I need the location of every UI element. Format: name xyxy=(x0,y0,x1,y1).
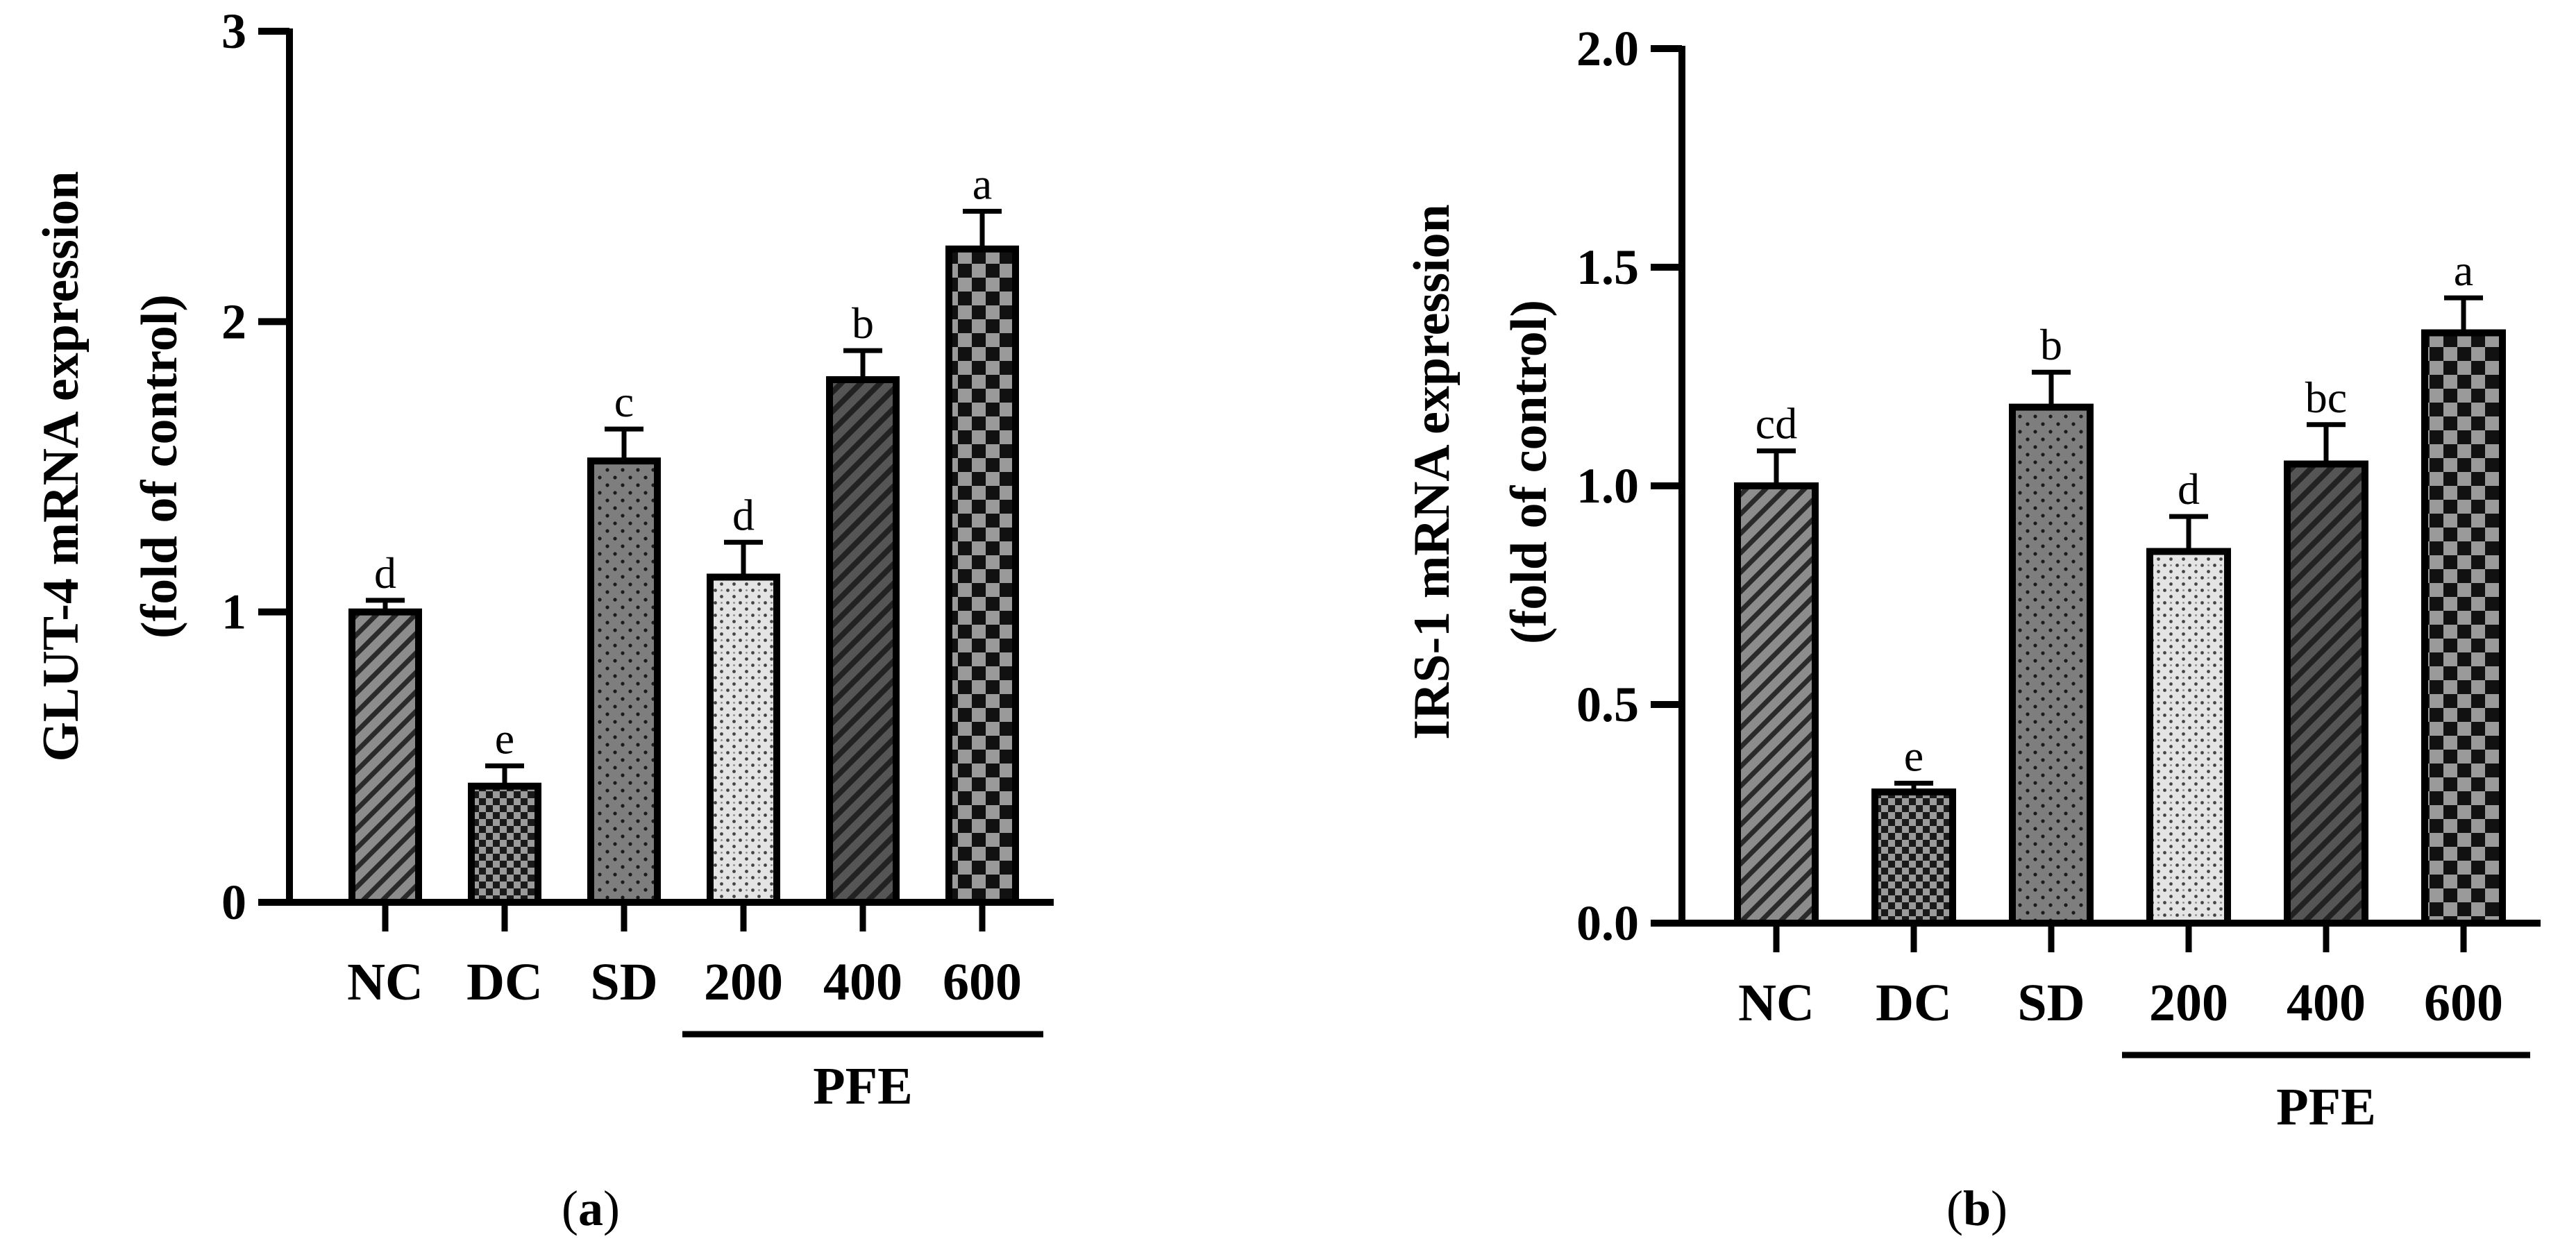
x-tick-label: 400 xyxy=(823,953,902,1011)
x-tick-label: 200 xyxy=(704,953,783,1011)
significance-label: d xyxy=(732,490,755,539)
significance-label: a xyxy=(2454,246,2473,295)
x-tick-label: 200 xyxy=(2149,974,2228,1032)
bar-600 xyxy=(945,245,1019,906)
bar-NC xyxy=(348,608,422,906)
bar-SD xyxy=(587,457,661,906)
bar-DC xyxy=(1871,788,1956,927)
significance-label: bc xyxy=(2305,373,2347,422)
panel-caption-letter: b xyxy=(1963,1181,1991,1236)
y-axis-title-line2: (fold of control) xyxy=(1501,300,1558,644)
y-tick-label: 3 xyxy=(221,3,246,59)
significance-label: c xyxy=(614,377,634,426)
x-tick-label: DC xyxy=(466,953,543,1011)
significance-label: d xyxy=(2178,464,2200,514)
significance-label: cd xyxy=(1756,399,1797,448)
bar-400 xyxy=(2284,460,2368,927)
significance-label: d xyxy=(374,548,396,598)
bar-600 xyxy=(2421,329,2506,927)
y-axis-title-line1: GLUT-4 mRNA expression xyxy=(33,171,90,761)
x-tick-label: SD xyxy=(590,953,657,1011)
panel-caption: (b) xyxy=(1946,1181,2007,1236)
significance-label: a xyxy=(973,159,992,208)
significance-label: b xyxy=(852,298,874,348)
y-tick-label: 0.0 xyxy=(1576,895,1639,951)
bar-200 xyxy=(2146,548,2231,927)
y-tick-label: 2 xyxy=(221,294,246,349)
panel-caption-open: ( xyxy=(1946,1181,1963,1236)
y-axis-title-line2: (fold of control) xyxy=(131,294,188,639)
y-axis-title-line1: IRS-1 mRNA expression xyxy=(1404,204,1460,740)
x-tick-label: DC xyxy=(1876,974,1952,1032)
panel-caption-close: ) xyxy=(1991,1181,2007,1236)
group-label: PFE xyxy=(2276,1078,2376,1136)
x-tick-label: 400 xyxy=(2287,974,2366,1032)
x-tick-label: 600 xyxy=(943,953,1022,1011)
significance-label: e xyxy=(1904,731,1923,780)
y-tick-label: 1.5 xyxy=(1576,239,1639,295)
bar-SD xyxy=(2009,403,2094,927)
significance-label: e xyxy=(495,714,514,763)
significance-label: b xyxy=(2040,320,2062,369)
x-tick-label: SD xyxy=(2017,974,2085,1032)
panel-caption-open: ( xyxy=(562,1181,578,1236)
panel-caption: (a) xyxy=(562,1181,620,1236)
x-tick-label: 600 xyxy=(2424,974,2503,1032)
y-tick-label: 2.0 xyxy=(1576,21,1639,76)
group-label: PFE xyxy=(813,1057,913,1115)
y-tick-label: 0 xyxy=(221,875,246,930)
y-tick-label: 1 xyxy=(221,584,246,640)
bar-400 xyxy=(826,376,900,906)
y-tick-label: 0.5 xyxy=(1576,677,1639,732)
x-tick-label: NC xyxy=(1738,974,1815,1032)
panel-caption-close: ) xyxy=(603,1181,620,1236)
y-tick-label: 1.0 xyxy=(1576,458,1639,514)
bar-200 xyxy=(707,573,780,906)
chart-panel-a: GLUT-4 mRNA expression (fold of control) 0… xyxy=(33,3,1054,1236)
chart-panel-b: IRS-1 mRNA expression (fold of control) 0.… xyxy=(1404,21,2541,1236)
x-tick-label: NC xyxy=(347,953,423,1011)
bar-NC xyxy=(1734,482,1819,927)
panel-caption-letter: a xyxy=(578,1181,603,1236)
bar-DC xyxy=(468,782,541,906)
